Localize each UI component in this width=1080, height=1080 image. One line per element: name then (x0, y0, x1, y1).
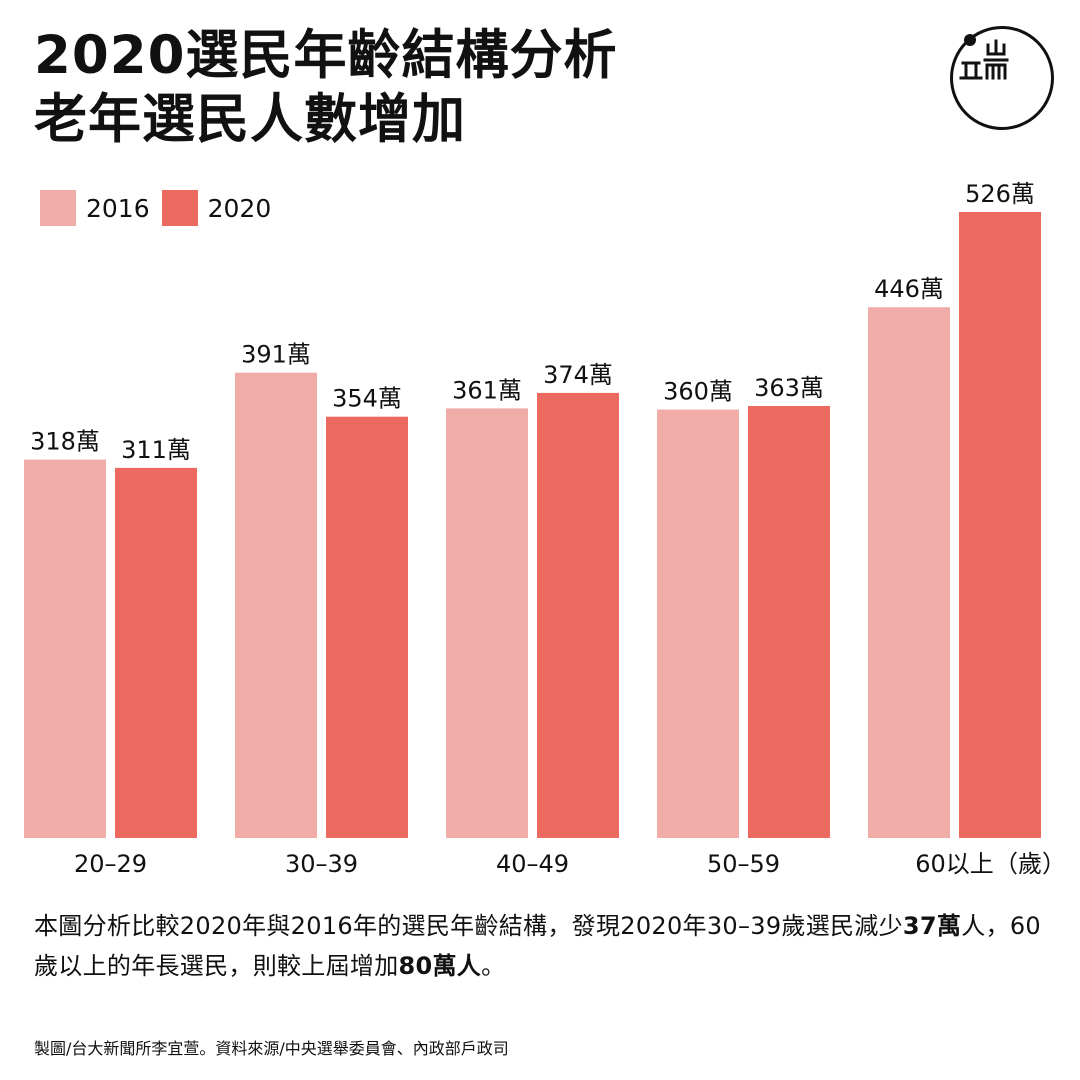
chart-title: 2020選民年齡結構分析 老年選民人數增加 (34, 24, 618, 152)
data-label-2020-4: 363萬 (754, 374, 824, 402)
title-line-1: 2020選民年齡結構分析 (34, 25, 618, 86)
x-tick-label-1: 20–29 (74, 850, 147, 878)
description-part-2: 人，60歲以上的年長選民，則較上屆增加 (34, 912, 1041, 980)
legend-label-2020: 2020 (207, 193, 272, 223)
logo-glyph (959, 34, 1009, 80)
x-tick-label-4: 50–59 (707, 850, 780, 878)
data-label-2016-4: 360萬 (663, 378, 733, 406)
bar-2016-2 (235, 372, 317, 838)
bar-2020-1 (115, 467, 197, 838)
legend-swatch-2020 (161, 190, 198, 226)
data-label-2020-5: 526萬 (965, 180, 1035, 208)
bar-2020-2 (326, 416, 408, 838)
bar-2020-4 (748, 405, 830, 838)
description-highlight-2: 80萬人 (398, 952, 482, 980)
bar-chart: 318萬 311萬 20–29 391萬 354萬 30–39 361萬 374萬 40–49 3… (24, 180, 1066, 878)
data-label-2016-1: 318萬 (30, 428, 100, 456)
legend-item-2020: 2020 (161, 190, 272, 226)
x-tick-label-3: 40–49 (496, 850, 569, 878)
chart-description: 本圖分析比較2020年與2016年的選民年齡結構，發現2020年30–39歲選民… (34, 906, 1044, 986)
bar-2016-5 (868, 307, 950, 838)
data-label-2016-5: 446萬 (874, 275, 944, 303)
bar-2016-3 (446, 408, 528, 838)
legend-item-2016: 2016 (40, 190, 150, 226)
description-part-3: 。 (481, 952, 506, 980)
x-axis-unit-label: （歲） (994, 850, 1066, 878)
bar-2016-4 (657, 409, 739, 838)
bar-2016-1 (24, 459, 106, 838)
credit-source-line: 製圖/台大新聞所李宜萱。資料來源/中央選舉委員會、內政部戶政司 (34, 1039, 509, 1058)
bar-2020-3 (537, 392, 619, 838)
chart-legend: 2016 2020 (40, 190, 283, 226)
description-highlight-1: 37萬 (902, 912, 962, 940)
x-tick-label-2: 30–39 (285, 850, 358, 878)
data-label-2020-3: 374萬 (543, 361, 613, 389)
data-label-2020-1: 311萬 (121, 436, 191, 464)
bar-2020-5 (959, 212, 1041, 838)
publisher-logo-icon (950, 26, 1054, 130)
data-label-2016-3: 361萬 (452, 376, 522, 404)
legend-swatch-2016 (40, 190, 76, 226)
x-tick-label-5: 60以上 (915, 850, 994, 878)
data-label-2020-2: 354萬 (332, 385, 402, 413)
title-line-2: 老年選民人數增加 (34, 89, 466, 150)
legend-label-2016: 2016 (86, 193, 150, 223)
data-label-2016-2: 391萬 (241, 341, 311, 369)
description-part-1: 本圖分析比較2020年與2016年的選民年齡結構，發現2020年30–39歲選民… (34, 912, 903, 940)
